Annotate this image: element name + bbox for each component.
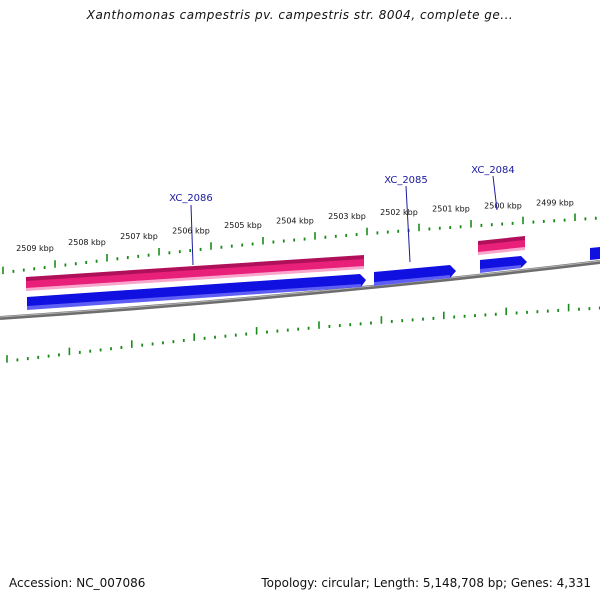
- gene-XC_2084-forward[interactable]: [480, 256, 527, 273]
- scale-labels: 2509 kbp 2508 kbp 2507 kbp 2506 kbp 2505 kbp…: [16, 198, 574, 252]
- genome-summary-text: Topology: circular; Length: 5,148,708 bp…: [261, 576, 591, 590]
- scale-label: 2500 kbp: [484, 201, 522, 210]
- gene-edge-forward[interactable]: [590, 247, 600, 260]
- scale-label: 2499 kbp: [536, 198, 574, 207]
- gene-XC_2085-forward[interactable]: [374, 265, 456, 286]
- inner-tick-ring: [6, 303, 600, 363]
- gene-XC_2084-reverse[interactable]: [478, 236, 525, 255]
- gene-leader-XC_2086: [190, 204, 194, 266]
- scale-label: 2508 kbp: [68, 238, 106, 247]
- gene-label-XC_2085[interactable]: XC_2085: [384, 175, 428, 186]
- map-title: Xanthomonas campestris pv. campestris st…: [86, 8, 514, 22]
- scale-label: 2504 kbp: [276, 216, 314, 225]
- gene-XC_2086-reverse[interactable]: [26, 255, 364, 291]
- gene-leader-XC_2084: [492, 175, 498, 211]
- gene-label-XC_2086[interactable]: XC_2086: [169, 193, 213, 204]
- gene-leader-XC_2085: [405, 185, 411, 263]
- genome-backbone: [0, 260, 600, 320]
- genome-backbone-highlight: [0, 260, 600, 318]
- accession-text: Accession: NC_007086: [9, 576, 146, 590]
- scale-label: 2509 kbp: [16, 244, 54, 253]
- gene-label-XC_2084[interactable]: XC_2084: [471, 165, 515, 176]
- outer-tick-ring: [2, 213, 597, 275]
- gene-XC_2086-forward[interactable]: [27, 274, 366, 310]
- scale-label: 2505 kbp: [224, 221, 262, 230]
- scale-label: 2506 kbp: [172, 226, 210, 235]
- scale-label: 2501 kbp: [432, 205, 470, 214]
- scale-label: 2503 kbp: [328, 212, 366, 221]
- scale-label: 2507 kbp: [120, 232, 158, 241]
- scale-label: 2502 kbp: [380, 208, 418, 217]
